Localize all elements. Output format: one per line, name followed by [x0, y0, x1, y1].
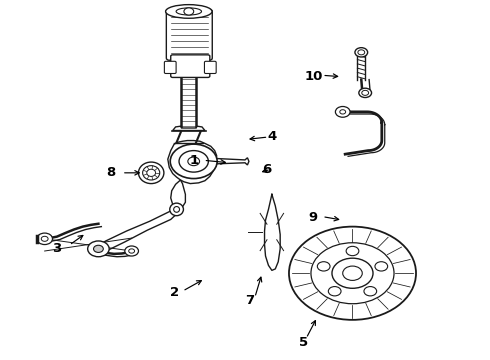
Text: 2: 2: [170, 287, 179, 300]
Ellipse shape: [173, 207, 179, 212]
Circle shape: [41, 236, 48, 241]
Circle shape: [355, 48, 368, 57]
FancyBboxPatch shape: [204, 61, 216, 73]
FancyBboxPatch shape: [166, 9, 212, 60]
Ellipse shape: [170, 203, 183, 216]
Text: 1: 1: [189, 154, 198, 167]
Ellipse shape: [147, 169, 156, 176]
Circle shape: [170, 144, 217, 179]
Circle shape: [328, 287, 341, 296]
Ellipse shape: [176, 8, 201, 15]
Circle shape: [359, 88, 371, 98]
Circle shape: [346, 246, 359, 256]
Circle shape: [318, 262, 330, 271]
Circle shape: [340, 110, 345, 114]
Circle shape: [88, 241, 109, 257]
Circle shape: [188, 157, 199, 166]
Circle shape: [129, 249, 135, 253]
Circle shape: [125, 246, 139, 256]
Polygon shape: [168, 140, 217, 184]
Circle shape: [364, 287, 377, 296]
Text: 9: 9: [309, 211, 318, 224]
Text: 10: 10: [304, 69, 322, 82]
Text: 4: 4: [267, 130, 276, 144]
Circle shape: [375, 262, 388, 271]
FancyBboxPatch shape: [164, 61, 176, 73]
Text: 7: 7: [245, 294, 254, 307]
Text: 8: 8: [106, 166, 115, 179]
Circle shape: [37, 233, 52, 244]
Circle shape: [94, 245, 103, 252]
Ellipse shape: [143, 166, 160, 180]
Ellipse shape: [139, 162, 164, 184]
Polygon shape: [216, 158, 249, 165]
Circle shape: [289, 226, 416, 320]
Polygon shape: [172, 126, 205, 131]
Circle shape: [184, 8, 194, 15]
FancyBboxPatch shape: [172, 7, 206, 14]
Polygon shape: [98, 205, 180, 252]
Circle shape: [362, 90, 368, 95]
Circle shape: [311, 243, 394, 304]
FancyBboxPatch shape: [171, 55, 210, 77]
Text: 5: 5: [299, 336, 308, 348]
Text: 6: 6: [262, 163, 271, 176]
Circle shape: [179, 150, 208, 172]
Polygon shape: [171, 180, 185, 209]
Circle shape: [358, 50, 365, 55]
Text: 3: 3: [52, 242, 62, 255]
Circle shape: [332, 258, 373, 288]
Circle shape: [343, 266, 362, 280]
Circle shape: [335, 107, 350, 117]
Ellipse shape: [166, 5, 212, 18]
